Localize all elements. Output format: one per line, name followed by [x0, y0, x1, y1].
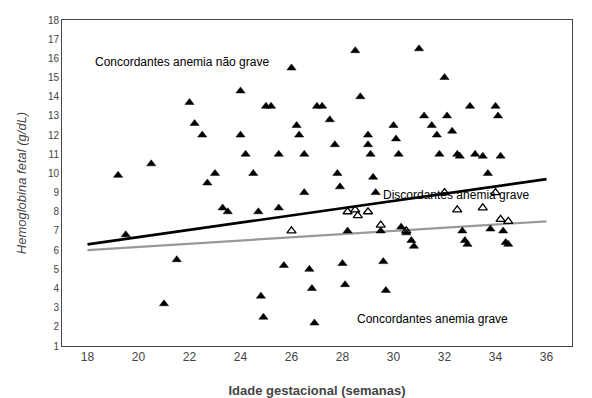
svg-text:17: 17	[48, 34, 60, 45]
svg-text:28: 28	[336, 350, 350, 364]
svg-text:36: 36	[540, 350, 554, 364]
svg-text:Concordantes anemia não grave: Concordantes anemia não grave	[95, 55, 269, 69]
svg-text:8: 8	[53, 206, 59, 217]
svg-text:20: 20	[132, 350, 146, 364]
svg-text:32: 32	[438, 350, 452, 364]
svg-text:34: 34	[489, 350, 503, 364]
svg-text:5: 5	[53, 264, 59, 275]
svg-text:Hemoglobina fetal (g/dL): Hemoglobina fetal (g/dL)	[14, 112, 29, 254]
svg-text:Idade gestacional (semanas): Idade gestacional (semanas)	[228, 383, 405, 398]
svg-text:30: 30	[387, 350, 401, 364]
svg-text:2: 2	[53, 321, 59, 332]
svg-text:22: 22	[183, 350, 197, 364]
svg-text:Concordantes anemia grave: Concordantes anemia grave	[357, 312, 508, 326]
svg-text:13: 13	[48, 110, 60, 121]
svg-text:15: 15	[48, 72, 60, 83]
svg-text:18: 18	[81, 350, 95, 364]
svg-text:16: 16	[48, 53, 60, 64]
svg-text:Discordantes anemia grave: Discordantes anemia grave	[383, 188, 529, 202]
svg-text:10: 10	[48, 168, 60, 179]
svg-text:14: 14	[48, 91, 60, 102]
svg-text:4: 4	[53, 283, 59, 294]
svg-text:11: 11	[49, 149, 60, 160]
svg-text:6: 6	[53, 245, 59, 256]
svg-text:24: 24	[234, 350, 248, 364]
svg-text:3: 3	[53, 302, 59, 313]
svg-text:9: 9	[53, 187, 59, 198]
svg-text:18: 18	[48, 15, 60, 26]
svg-text:12: 12	[48, 130, 60, 141]
svg-text:1: 1	[53, 341, 59, 352]
svg-text:26: 26	[285, 350, 299, 364]
svg-text:7: 7	[53, 225, 59, 236]
